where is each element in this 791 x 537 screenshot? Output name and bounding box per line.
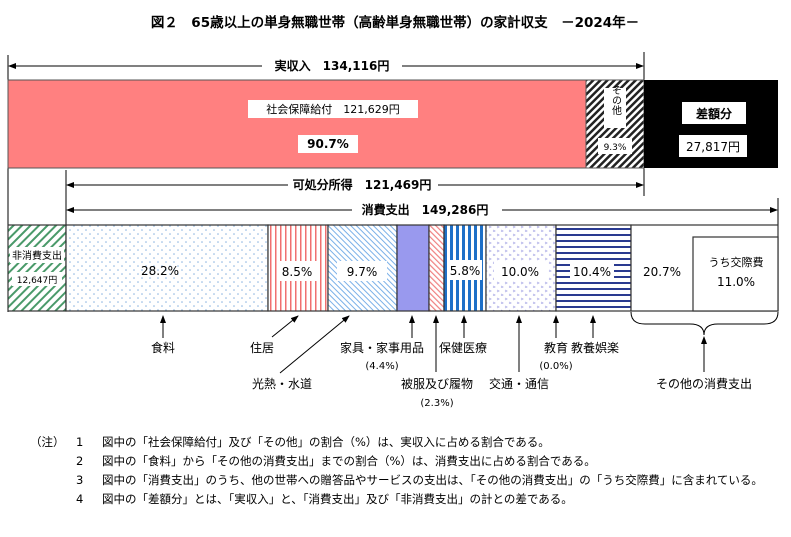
- notes-label: （注）: [30, 435, 65, 449]
- other-pct: 20.7%: [643, 265, 681, 279]
- label-other: その他の消費支出: [656, 376, 752, 391]
- social-expense-pct: 11.0%: [717, 275, 755, 289]
- note-item: 3 図中の「消費支出」のうち、他の世帯への贈答品やサービスの支出は、「その他の消費…: [30, 471, 782, 490]
- pct-clothing: (2.3%): [420, 398, 453, 409]
- note-item: （注） 1 図中の「社会保障給付」及び「その他」の割合（%）は、実収入に占める割合で…: [30, 433, 782, 452]
- consumption-label: 消費支出 149,286円: [362, 202, 489, 217]
- note-number: 3: [76, 473, 84, 487]
- label-furniture: 家具・家事用品: [340, 340, 424, 355]
- transport-pct: 10.0%: [501, 265, 539, 279]
- note-text: 図中の「食料」から「その他の消費支出」までの割合（%）は、消費支出に占める割合で…: [102, 454, 596, 468]
- category-labels: 食料 住居 光熱・水道 家具・家事用品 (4.4%) 保健医療 被服及び履物 (…: [151, 340, 752, 409]
- segment-food: [65, 224, 269, 312]
- pct-furniture: (4.4%): [365, 361, 398, 372]
- deficit-label: 差額分: [695, 106, 732, 121]
- social-security-pct: 90.7%: [307, 137, 349, 151]
- note-item: 4 図中の「差額分」とは、「実収入」と、「消費支出」及び「非消費支出」の計との差で…: [30, 490, 782, 509]
- pointer-arrows: [160, 311, 779, 374]
- note-number: 4: [76, 492, 84, 506]
- notes: （注） 1 図中の「社会保障給付」及び「その他」の割合（%）は、実収入に占める割合で…: [30, 433, 782, 509]
- non-consumption-value: 12,647円: [17, 275, 58, 286]
- other-income-pct: 9.3%: [604, 143, 627, 153]
- consumption-bar: [7, 224, 779, 312]
- social-expense-label: うち交際費: [709, 255, 764, 269]
- segment-furniture: [396, 224, 430, 312]
- label-education: 教育: [544, 340, 568, 355]
- social-expense-box: [692, 236, 779, 312]
- non-consumption-label: 非消費支出: [12, 249, 62, 262]
- label-recreation: 教養娯楽: [571, 340, 619, 355]
- note-text: 図中の「社会保障給付」及び「その他」の割合（%）は、実収入に占める割合である。: [102, 435, 550, 449]
- income-label: 実収入 134,116円: [275, 58, 390, 73]
- social-security-label: 社会保障給付 121,629円: [266, 102, 400, 116]
- note-text: 図中の「差額分」とは、「実収入」と、「消費支出」及び「非消費支出」の計との差であ…: [102, 492, 573, 506]
- note-text: 図中の「消費支出」のうち、他の世帯への贈答品やサービスの支出は、「その他の消費支…: [102, 473, 763, 487]
- label-medical: 保健医療: [439, 341, 487, 355]
- housing-pct: 8.5%: [282, 265, 313, 279]
- other-income-label: その他: [610, 85, 622, 116]
- utilities-pct: 9.7%: [347, 265, 378, 279]
- medical-pct: 5.8%: [450, 264, 481, 278]
- segment-clothing: [428, 224, 445, 312]
- note-number: 2: [76, 454, 84, 468]
- brace: [630, 311, 779, 336]
- label-transport: 交通・通信: [489, 376, 549, 391]
- label-clothing: 被服及び履物: [401, 377, 473, 391]
- label-housing: 住居: [250, 341, 274, 355]
- pct-education: (0.0%): [539, 361, 572, 372]
- note-item: 2 図中の「食料」から「その他の消費支出」までの割合（%）は、消費支出に占める割合…: [30, 452, 782, 471]
- label-food: 食料: [151, 340, 175, 355]
- social-security-bar: [7, 79, 587, 169]
- deficit-value: 27,817円: [686, 140, 740, 154]
- non-consumption-segment: [7, 224, 67, 312]
- page-title: 図２ 65歳以上の単身無職世帯（高齢単身無職世帯）の家計収支 －2024年－: [151, 14, 639, 31]
- label-utilities: 光熱・水道: [252, 377, 312, 391]
- food-pct: 28.2%: [141, 264, 179, 278]
- note-number: 1: [76, 435, 84, 449]
- recreation-pct: 10.4%: [573, 265, 611, 279]
- disposable-label: 可処分所得 121,469円: [293, 177, 432, 192]
